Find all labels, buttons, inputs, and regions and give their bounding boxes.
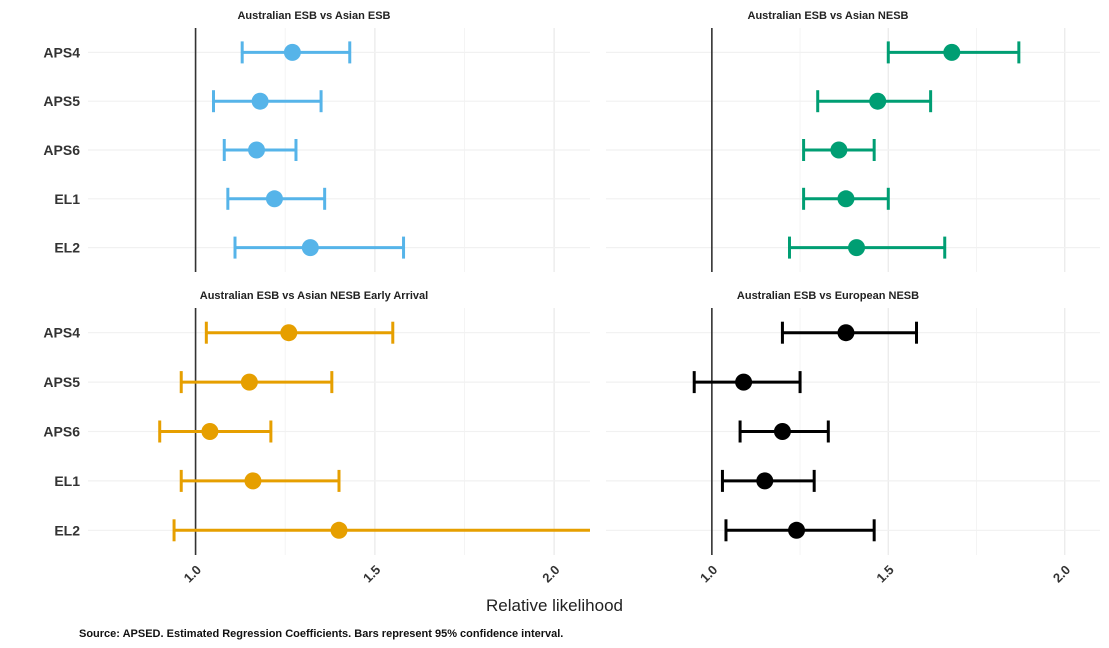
y-tick-label-aps4: APS4	[43, 325, 80, 341]
y-tick-label-aps6: APS6	[43, 142, 80, 158]
x-axis-label: Relative likelihood	[485, 596, 624, 615]
point-estimate-el1	[244, 472, 262, 490]
y-tick-label-aps6: APS6	[43, 424, 80, 440]
x-tick-label: 2.0	[539, 562, 562, 585]
x-tick-label: 2.0	[1050, 562, 1073, 585]
panel-title: Australian ESB vs European NESB	[737, 290, 919, 302]
panel-1: Australian ESB vs Asian ESB APS4 APS5 APS6 E…	[43, 10, 590, 272]
point-estimate-aps4	[943, 43, 961, 61]
point-estimate-el1	[265, 190, 283, 208]
y-tick-label-el2: EL2	[54, 522, 80, 538]
panel-3: Australian ESB vs Asian NESB Early Arriv…	[43, 290, 590, 586]
point-estimate-aps5	[240, 373, 258, 391]
point-estimate-el2	[848, 239, 866, 257]
y-tick-label-el2: EL2	[54, 240, 80, 256]
point-estimate-el2	[788, 521, 806, 539]
y-tick-label-aps4: APS4	[43, 44, 80, 60]
x-tick-label: 1.0	[697, 562, 720, 585]
point-estimate-aps6	[773, 423, 791, 440]
point-estimate-aps6	[248, 141, 266, 159]
point-estimate-aps6	[201, 423, 219, 440]
point-estimate-aps5	[869, 92, 887, 110]
point-estimate-el1	[756, 472, 774, 490]
point-estimate-aps4	[837, 324, 855, 342]
y-tick-label-el1: EL1	[54, 191, 80, 207]
point-estimate-aps4	[283, 43, 301, 61]
point-estimate-el2	[330, 521, 348, 539]
panel-title: Australian ESB vs Asian NESB Early Arriv…	[200, 290, 428, 302]
x-tick-label: 1.5	[360, 562, 383, 585]
source-caption: Source: APSED. Estimated Regression Coef…	[79, 628, 564, 640]
panel-title: Australian ESB vs Asian NESB	[748, 10, 909, 22]
point-estimate-aps5	[735, 373, 753, 391]
point-estimate-el2	[301, 239, 319, 257]
point-estimate-aps6	[830, 141, 848, 159]
y-tick-label-aps5: APS5	[43, 93, 80, 109]
panel-2: Australian ESB vs Asian NESB	[606, 10, 1100, 272]
y-tick-label-aps5: APS5	[43, 374, 80, 390]
panel-title: Australian ESB vs Asian ESB	[237, 10, 390, 22]
x-tick-label: 1.5	[873, 562, 896, 585]
point-estimate-aps4	[280, 324, 298, 342]
x-tick-label: 1.0	[181, 562, 204, 585]
point-estimate-el1	[837, 190, 855, 208]
y-tick-label-el1: EL1	[54, 473, 80, 489]
point-estimate-aps5	[251, 92, 269, 110]
panel-4: Australian ESB vs European NESB 1.0 1.5 2.0	[606, 290, 1100, 586]
